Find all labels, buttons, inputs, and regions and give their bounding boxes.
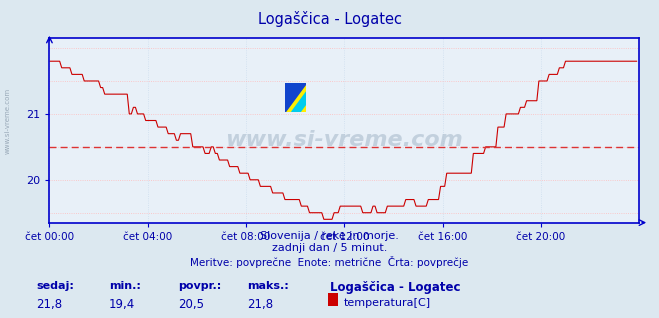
Text: sedaj:: sedaj:: [36, 281, 74, 291]
Text: 20,5: 20,5: [178, 298, 204, 311]
Text: 21,8: 21,8: [36, 298, 63, 311]
Text: 21,8: 21,8: [247, 298, 273, 311]
Text: zadnji dan / 5 minut.: zadnji dan / 5 minut.: [272, 243, 387, 253]
Polygon shape: [292, 92, 306, 112]
Text: Logaščica - Logatec: Logaščica - Logatec: [258, 11, 401, 27]
Text: Slovenija / reke in morje.: Slovenija / reke in morje.: [260, 231, 399, 240]
Polygon shape: [285, 83, 306, 112]
Text: 19,4: 19,4: [109, 298, 135, 311]
Text: www.si-vreme.com: www.si-vreme.com: [5, 88, 11, 154]
Text: temperatura[C]: temperatura[C]: [344, 298, 431, 308]
Text: maks.:: maks.:: [247, 281, 289, 291]
Text: www.si-vreme.com: www.si-vreme.com: [225, 130, 463, 149]
Text: Meritve: povprečne  Enote: metrične  Črta: povprečje: Meritve: povprečne Enote: metrične Črta:…: [190, 256, 469, 268]
Polygon shape: [285, 83, 306, 112]
Text: min.:: min.:: [109, 281, 140, 291]
Text: Logaščica - Logatec: Logaščica - Logatec: [330, 281, 460, 294]
Text: povpr.:: povpr.:: [178, 281, 221, 291]
